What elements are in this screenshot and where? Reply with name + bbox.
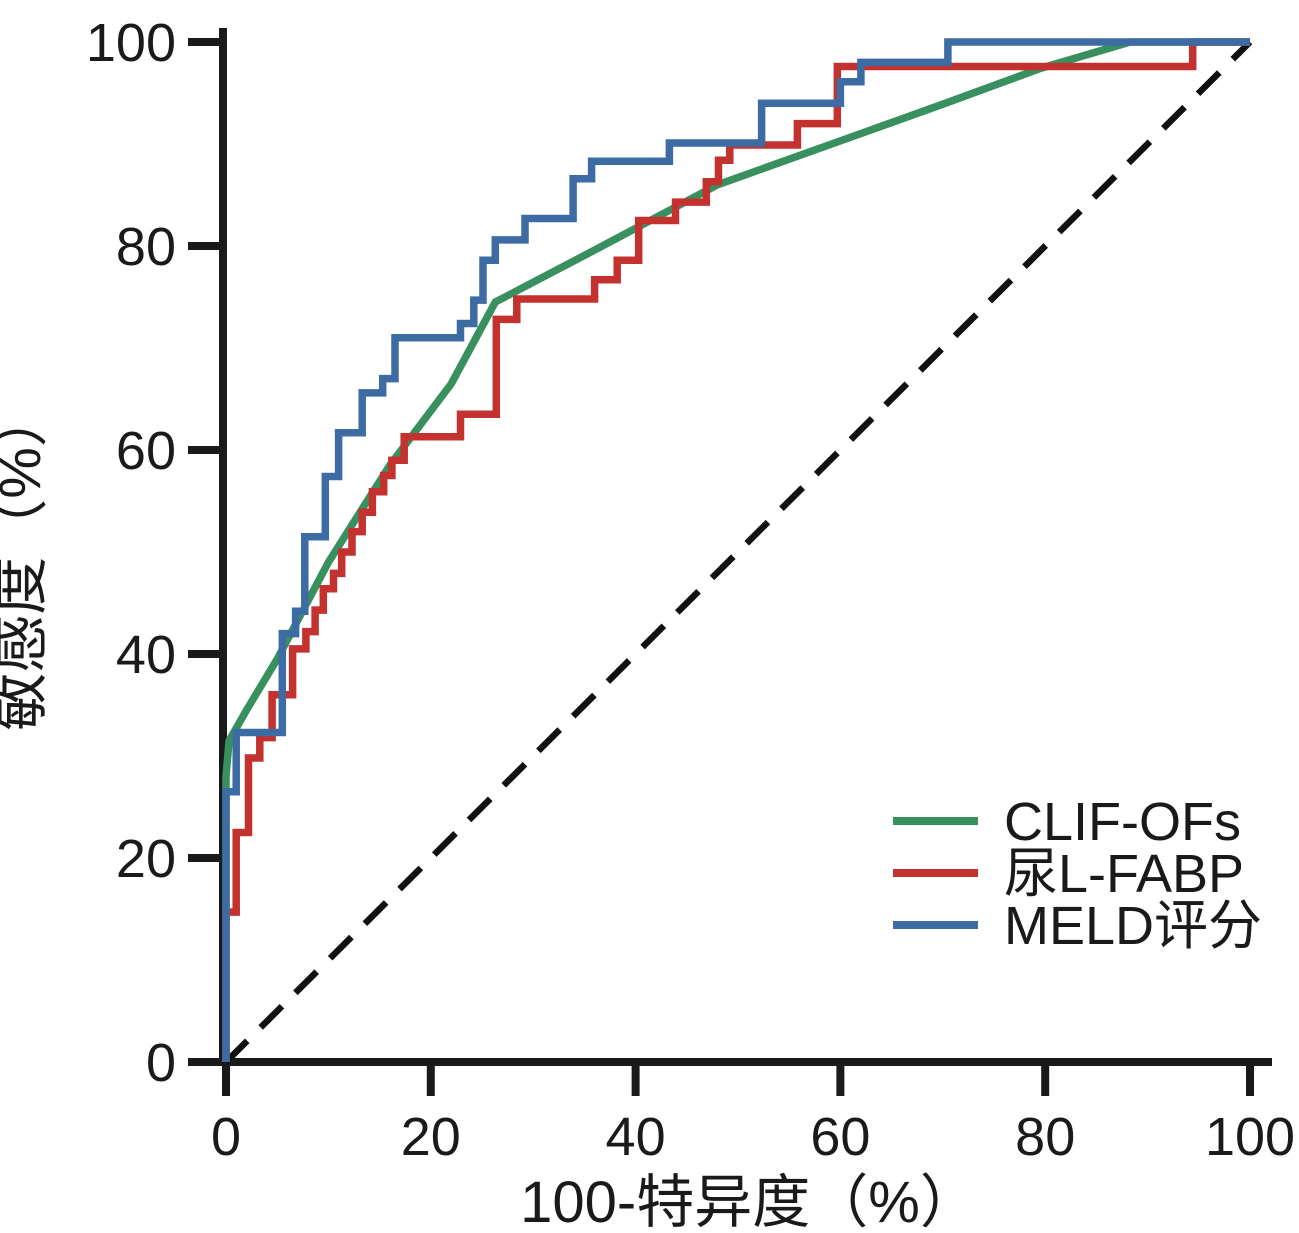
reference-line-layer	[223, 39, 1253, 1065]
roc-curve-尿L-FABP	[222, 38, 1250, 1062]
chance-diagonal-line	[223, 39, 1253, 1065]
x-axis-title: 100-特异度（%）	[520, 1170, 978, 1233]
y-tick-label: 0	[146, 1033, 176, 1093]
x-tick-label: 0	[211, 1107, 241, 1167]
series-layer	[222, 38, 1250, 1062]
y-tick-label: 80	[116, 217, 176, 277]
y-tick-label: 100	[86, 13, 176, 73]
legend-label-尿L-FABP: 尿L-FABP	[1004, 844, 1244, 904]
x-tick-label: 40	[606, 1107, 666, 1167]
x-tick-label: 20	[401, 1107, 461, 1167]
y-axis-title: 敏感度（%）	[0, 389, 53, 731]
legend-label-MELD评分: MELD评分	[1004, 896, 1262, 956]
x-tick-label: 100	[1205, 1107, 1295, 1167]
y-tick-label: 20	[116, 829, 176, 889]
x-tick-label: 80	[1015, 1107, 1075, 1167]
roc-curve-CLIF-OFs	[222, 38, 1250, 1062]
axes-layer: 0 20 40 60 80 100 0 20 40 60 80 100	[86, 13, 1295, 1167]
legend-label-CLIF-OFs: CLIF-OFs	[1004, 792, 1241, 852]
y-tick-label: 40	[116, 625, 176, 685]
roc-curve-MELD评分	[222, 38, 1250, 1062]
x-tick-label: 60	[810, 1107, 870, 1167]
y-tick-label: 60	[116, 421, 176, 481]
